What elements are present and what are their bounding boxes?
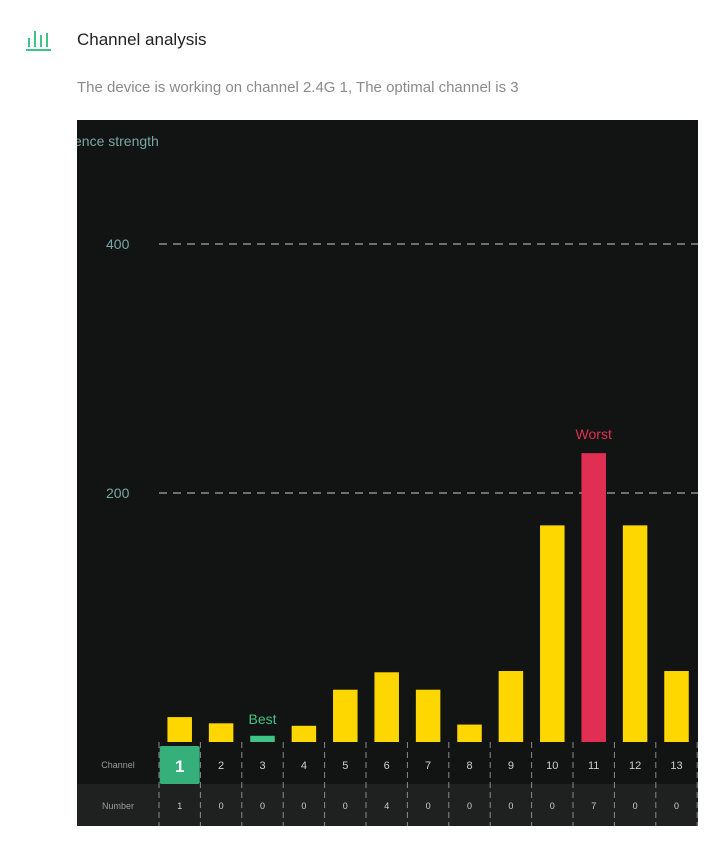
bar [622,525,648,742]
y-tick-label: 400 [106,236,130,252]
channel-cell[interactable]: 3 [259,760,265,772]
number-cell: 0 [633,801,638,811]
number-cell: 0 [550,801,555,811]
bar [167,717,192,742]
number-cell: 0 [508,801,513,811]
best-label: Best [248,711,276,727]
channel-cell[interactable]: 8 [466,760,472,772]
bar-best [250,735,275,742]
channel-cell[interactable]: 9 [508,760,514,772]
table-number-row-background [77,784,698,826]
channel-row-label: Channel [101,760,135,770]
y-axis-label: ence strength [77,133,159,149]
bar [664,671,689,742]
bar-worst [581,453,606,742]
number-cell: 0 [219,801,224,811]
number-cell: 7 [591,801,596,811]
channel-cell[interactable]: 13 [670,760,682,772]
bar [540,525,565,742]
signal-bars-icon [26,31,51,51]
channel-cell[interactable]: 7 [425,760,431,772]
channel-cell[interactable]: 11 [588,760,599,772]
bar [457,724,482,742]
page-title: Channel analysis [77,30,207,49]
bar [208,723,234,742]
number-cell: 4 [384,801,389,811]
channel-cell[interactable]: 2 [218,760,224,772]
worst-label: Worst [576,426,612,442]
channel-cell[interactable]: 4 [301,760,307,772]
channel-cell[interactable]: 10 [546,760,558,772]
channel-cell[interactable]: 6 [384,760,390,772]
channel-cell[interactable]: 12 [629,760,641,772]
number-cell: 0 [426,801,431,811]
y-tick-label: 200 [106,485,130,501]
channel-chart: ence strength 200 400 Best Worst Channel Nu… [77,120,698,826]
number-cell: 0 [674,801,679,811]
bar [291,725,317,742]
channel-summary-text: The device is working on channel 2.4G 1,… [77,79,519,96]
number-cell: 0 [260,801,265,811]
number-cell: 1 [177,801,182,811]
bar [498,671,524,742]
number-cell: 0 [301,801,306,811]
current-channel-highlight [159,746,200,784]
number-row-label: Number [102,801,134,811]
bar [374,672,399,742]
bar [415,689,441,742]
bar [333,689,358,742]
channel-cell[interactable]: 1 [175,757,184,776]
number-cell: 0 [343,801,348,811]
number-cell: 0 [467,801,472,811]
channel-cell[interactable]: 5 [342,760,348,772]
